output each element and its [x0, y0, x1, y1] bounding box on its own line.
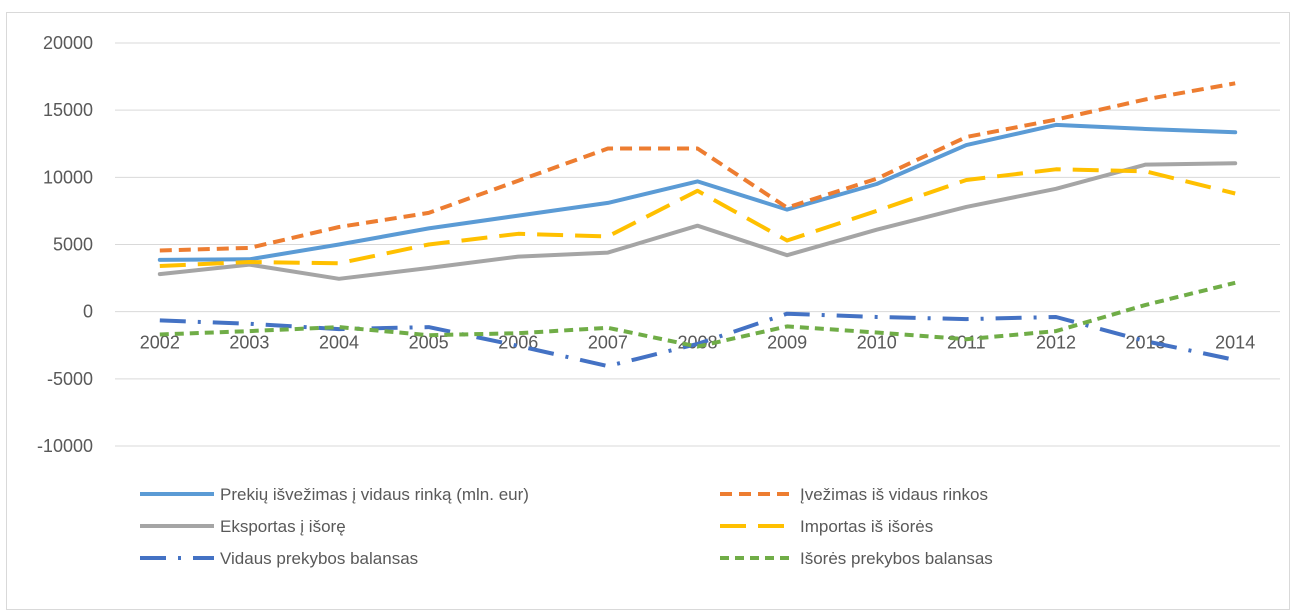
legend-item-2: Įvežimas iš vidaus rinkos	[720, 485, 988, 504]
x-tick-label: 2004	[319, 333, 359, 353]
legend-label: Importas iš išorės	[800, 517, 933, 536]
x-tick-label: 2011	[947, 333, 986, 353]
y-tick-label: 10000	[43, 167, 93, 187]
x-tick-label: 2002	[140, 333, 180, 353]
y-tick-label: 20000	[43, 33, 93, 53]
gridlines	[115, 42, 1280, 447]
x-tick-label: 2009	[767, 333, 807, 353]
x-tick-label: 2006	[498, 333, 538, 353]
series-path	[157, 122, 1238, 262]
y-tick-label: -5000	[47, 369, 93, 389]
series-line-4	[159, 167, 1236, 268]
chart-frame	[6, 12, 1290, 610]
x-tick-label: 2012	[1036, 333, 1076, 353]
legend-item-6: Išorės prekybos balansas	[720, 549, 993, 568]
legend: Prekių išvežimas į vidaus rinką (mln. eu…	[140, 485, 993, 568]
series-path	[159, 81, 1236, 253]
x-tick-label: 2010	[857, 333, 897, 353]
x-tick-label: 2007	[588, 333, 628, 353]
x-tick-label: 2003	[229, 333, 269, 353]
series-line-5	[159, 311, 1236, 369]
series-path	[157, 161, 1238, 281]
y-tick-label: -10000	[37, 436, 93, 456]
series-path	[159, 167, 1236, 268]
y-tick-label: 5000	[53, 235, 93, 255]
series-path	[159, 280, 1236, 349]
legend-item-3: Eksportas į išorę	[140, 517, 346, 536]
y-axis-tick-labels: 20000 15000 10000 5000 0 -5000 -10000	[37, 33, 93, 456]
legend-label: Prekių išvežimas į vidaus rinką (mln. eu…	[220, 485, 529, 504]
legend-label: Įvežimas iš vidaus rinkos	[800, 485, 988, 504]
x-tick-label: 2013	[1126, 333, 1166, 353]
series-line-3	[157, 161, 1238, 281]
series-line-2	[159, 81, 1236, 253]
series-line-1	[157, 122, 1238, 262]
legend-label: Vidaus prekybos balansas	[220, 549, 418, 568]
legend-item-5: Vidaus prekybos balansas	[140, 549, 418, 568]
series-lines	[157, 81, 1238, 369]
series-path	[159, 311, 1236, 369]
x-tick-label: 2005	[409, 333, 449, 353]
x-axis-tick-labels: 2002 2003 2004 2005 2006 2007 2008 2009 2010 2011…	[140, 333, 1255, 353]
y-tick-label: 15000	[43, 100, 93, 120]
y-tick-label: 0	[83, 302, 93, 322]
legend-label: Išorės prekybos balansas	[800, 549, 993, 568]
legend-item-4: Importas iš išorės	[720, 517, 933, 536]
legend-label: Eksportas į išorę	[220, 517, 346, 536]
legend-item-1: Prekių išvežimas į vidaus rinką (mln. eu…	[140, 485, 529, 504]
x-tick-label: 2014	[1215, 333, 1255, 353]
series-line-6	[159, 280, 1236, 349]
